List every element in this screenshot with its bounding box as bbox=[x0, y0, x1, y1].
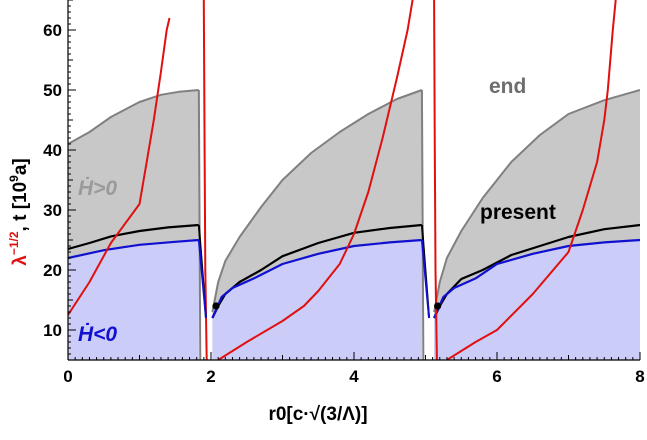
y-axis-label-main: t [10 bbox=[10, 182, 31, 221]
present-line-0 bbox=[68, 223, 199, 251]
annotation-h-negative: Ḣ<0 bbox=[78, 323, 117, 346]
lambda-inverse-sqrt-line-2 bbox=[217, 0, 414, 360]
marker-point-1 bbox=[434, 302, 442, 310]
decelerating-area-1 bbox=[212, 240, 422, 360]
shaded-regions bbox=[68, 90, 640, 360]
end-line-2 bbox=[433, 89, 640, 313]
axes: 10 20 30 40 50 60 0 2 4 6 8 bbox=[43, 0, 645, 386]
end-line-1 bbox=[211, 89, 423, 313]
annotation-end: end bbox=[489, 75, 526, 98]
x-tick-label: 2 bbox=[206, 367, 215, 386]
y-axis-label: λ−1/2, t [109a] bbox=[7, 158, 31, 266]
y-tick-label: 60 bbox=[43, 21, 62, 40]
decelerating-boundary-line-2 bbox=[433, 238, 640, 319]
x-tick-label: 4 bbox=[349, 367, 359, 386]
decelerating-area-2 bbox=[434, 240, 640, 360]
y-tick-label: 20 bbox=[43, 261, 62, 280]
x-tick-label: 6 bbox=[492, 367, 501, 386]
y-axis-label-unit: a] bbox=[10, 158, 31, 175]
lambda-inverse-sqrt-line-3 bbox=[433, 0, 438, 360]
x-tick-label: 0 bbox=[63, 367, 72, 386]
y-tick-label: 40 bbox=[43, 141, 62, 160]
x-tick-label: 8 bbox=[635, 367, 644, 386]
lambda-inverse-sqrt-line-0 bbox=[68, 17, 171, 316]
y-tick-label: 10 bbox=[43, 321, 62, 340]
decelerating-boundary-line-0 bbox=[68, 238, 199, 260]
decelerating-area-0 bbox=[68, 240, 199, 360]
svg-text:λ−1/2, t [109a]: λ−1/2, t [109a] bbox=[7, 158, 31, 266]
curves bbox=[68, 0, 640, 360]
markers bbox=[212, 302, 442, 310]
y-tick-label: 50 bbox=[43, 81, 62, 100]
x-axis-label: r0[c·√(3/Λ)] bbox=[268, 404, 367, 425]
y-tick-label: 30 bbox=[43, 201, 62, 220]
marker-point-0 bbox=[212, 302, 220, 310]
decelerating-boundary-line-1 bbox=[211, 238, 422, 319]
decelerating-boundary-drop-1 bbox=[420, 239, 431, 319]
y-axis-label-exp: 9 bbox=[7, 175, 21, 182]
annotation-present: present bbox=[480, 201, 556, 224]
present-line-1 bbox=[211, 223, 423, 319]
decelerating-boundary-drop-0 bbox=[197, 239, 207, 319]
lambda-inverse-sqrt-line-4 bbox=[446, 0, 617, 360]
annotation-h-positive: Ḣ>0 bbox=[78, 177, 117, 200]
end-line-0 bbox=[68, 89, 199, 145]
present-line-2 bbox=[433, 223, 640, 319]
y-axis-label-lambda: λ bbox=[10, 255, 31, 266]
y-axis-label-lambda-exp: −1/2 bbox=[7, 231, 21, 255]
